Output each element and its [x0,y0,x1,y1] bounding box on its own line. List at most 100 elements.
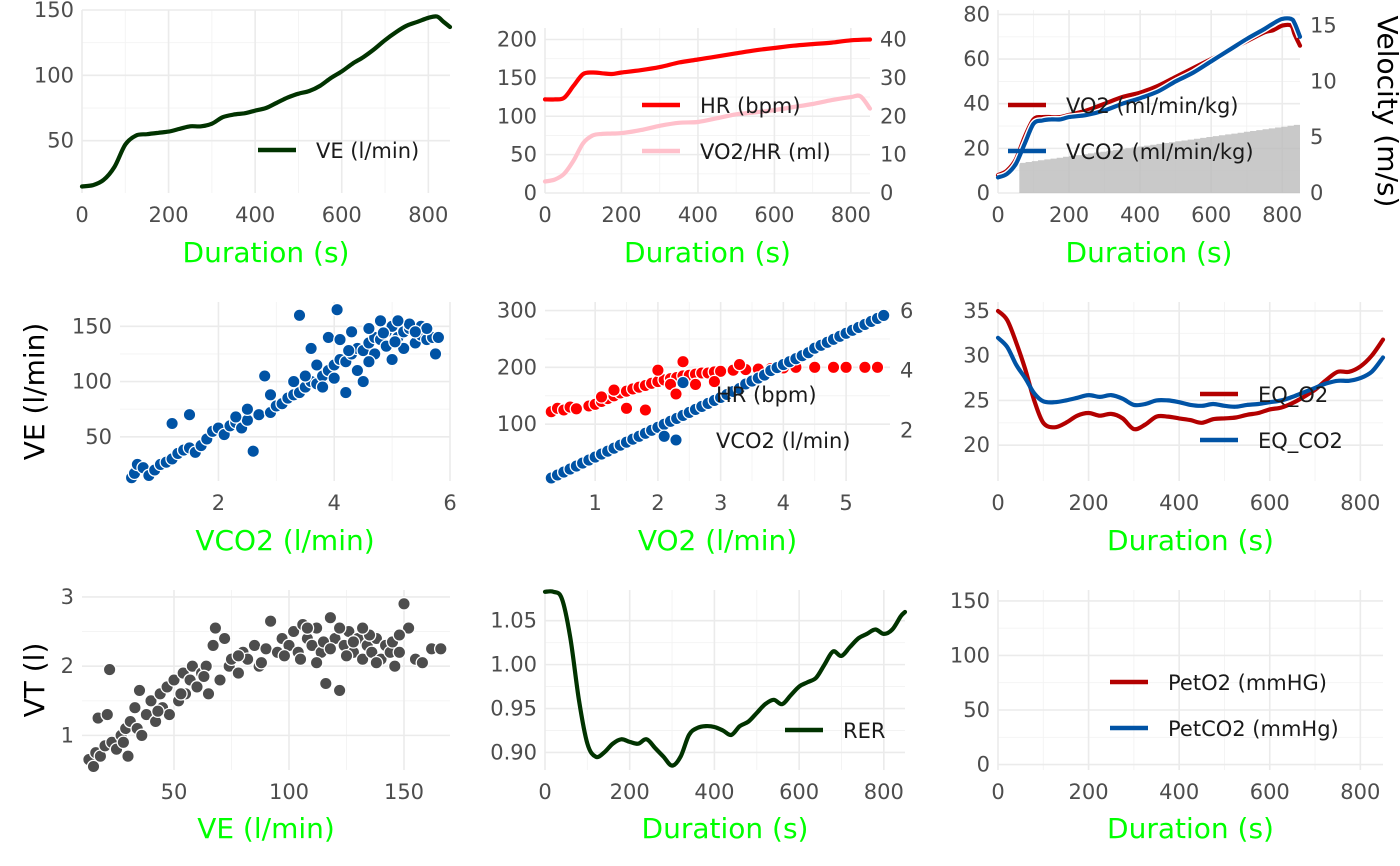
y-tick-label: 0.90 [490,740,537,764]
data-point [638,403,653,417]
y-tick-label: 50 [510,143,537,167]
y2-tick-label: 10 [1310,69,1337,93]
data-point [385,352,399,367]
data-point [121,749,135,764]
y-tick-label: 60 [963,47,990,71]
x-tick-label: 600 [1191,203,1231,227]
y2-tick-label: 2 [900,418,913,442]
data-point [607,383,621,397]
data-point [401,621,416,635]
data-point [397,596,411,611]
y2-tick-label: 6 [900,299,913,323]
y-tick-label: 40 [963,92,990,116]
legend-label: EQ_CO2 [1258,429,1343,454]
data-point [688,377,703,392]
data-point [387,659,402,674]
y2-tick-label: 4 [900,359,913,383]
x-tick-label: 200 [149,203,189,227]
gridlines [544,590,905,770]
y-tick-label: 150 [497,66,537,90]
data-point [350,363,365,378]
y-tick-label: 2 [61,654,74,678]
data-point [162,707,177,722]
x-tick-label: 600 [754,203,794,227]
data-point [231,666,246,680]
data-point [86,759,101,774]
y-tick-label: 20 [963,433,990,457]
y-tick-label: 100 [72,370,112,394]
data-point [263,387,278,402]
y2-tick-label: 15 [1310,14,1337,38]
x-tick-label: 4 [328,491,341,515]
x-tick-label: 600 [1250,780,1290,804]
data-point [419,321,434,336]
y-tick-label: 150 [34,0,74,22]
series-line [542,589,908,768]
x-tick-label: 600 [1250,491,1290,515]
x-tick-label: 0 [991,780,1004,804]
data-point [408,324,423,339]
data-point [569,401,584,416]
data-point [277,648,292,663]
data-point [318,676,333,691]
y-tick-label: 80 [963,2,990,26]
data-point [231,648,246,663]
gridlines [997,590,1383,770]
data-point [676,375,690,390]
y-tick-label: 50 [963,698,990,722]
data-point [201,686,216,701]
x-tick-label: 200 [1069,491,1109,515]
x-tick-label: 200 [610,780,650,804]
series-line [542,37,873,102]
y-tick-label: 0 [977,181,990,205]
data-point [369,655,384,670]
data-point [323,641,338,656]
data-point [355,621,370,635]
data-point [257,369,272,383]
x-tick-label: 200 [601,203,641,227]
x-tick-label: 600 [322,203,362,227]
y-tick-label: 1.05 [490,609,537,633]
data-point [182,407,197,422]
legend-label: PetO2 (mmHG) [1168,671,1327,695]
data-point [362,321,376,336]
y-tick-label: 35 [963,299,990,323]
legend-label: VE (l/min) [316,139,419,163]
x-tick-label: 800 [1340,491,1380,515]
data-point [252,407,266,422]
data-point [332,683,347,698]
scatter-points [82,596,448,774]
y-tick-label: 0.95 [490,697,537,721]
panel-ve-vco2: 2 4 6 50 100 150 VCO2 (l/min) VE (l/min) [18,302,457,557]
y-tick-label: 50 [47,129,74,153]
x-tick-label: 400 [694,780,734,804]
data-point [315,380,330,394]
data-point [197,669,211,684]
panel-hr-vco2-vo2: 1 2 3 4 5 100 200 300 2 4 6 VO2 (l/min) HR (bpm) VCO2… [497,299,913,557]
gridlines [544,28,870,194]
data-point [286,374,301,389]
y-tick-label: 50 [85,425,112,449]
legend-label: VO2 (ml/min/kg) [1066,94,1238,118]
panel-ve-duration: 0 200 400 600 800 50 100 150 Duration (s) VE (l/m… [34,0,453,269]
y-axis-title: VT (l) [18,643,51,718]
x-axis-title: Duration (s) [1066,236,1233,269]
data-point [826,360,841,375]
y2-tick-label: 0 [880,181,893,205]
data-point [344,324,359,339]
legend-label: EQ_O2 [1258,383,1328,408]
panel-petco2-duration: 0 200 400 600 800 0 50 100 150 Duration (s) PetO2 … [950,589,1383,845]
x-tick-label: 800 [408,203,448,227]
x-tick-label: 0 [75,203,88,227]
x-tick-label: 0 [991,491,1004,515]
data-point [341,343,356,358]
data-point [619,401,634,416]
data-point [858,360,872,375]
x-tick-label: 800 [831,203,871,227]
legend-label: VCO2 (ml/min/kg) [1066,140,1254,164]
y-tick-label: 100 [34,63,74,87]
legend-label: PetCO2 (mmHg) [1168,717,1339,741]
data-point [323,610,338,625]
